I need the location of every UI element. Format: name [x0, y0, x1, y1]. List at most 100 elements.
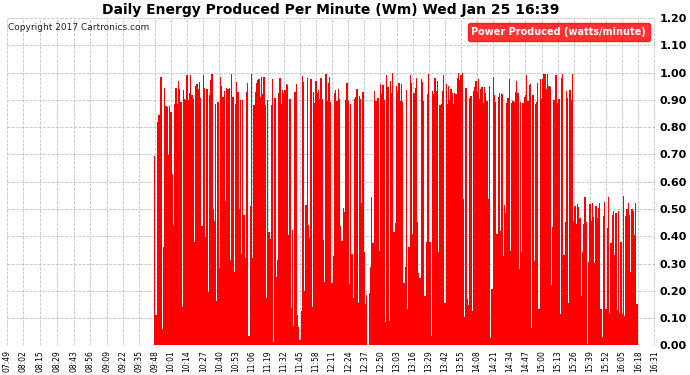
Bar: [536, 102, 538, 345]
Bar: [547, 74, 549, 345]
Bar: [278, 93, 279, 345]
Bar: [597, 218, 598, 345]
Bar: [328, 83, 329, 345]
Bar: [351, 254, 353, 345]
Bar: [233, 97, 234, 345]
Bar: [323, 240, 324, 345]
Bar: [627, 209, 628, 345]
Bar: [206, 89, 208, 345]
Text: Copyright 2017 Cartronics.com: Copyright 2017 Cartronics.com: [8, 23, 149, 32]
Bar: [289, 99, 290, 345]
Bar: [194, 242, 195, 345]
Bar: [318, 90, 319, 345]
Bar: [259, 97, 261, 345]
Bar: [542, 79, 544, 345]
Bar: [183, 90, 184, 345]
Bar: [520, 102, 521, 345]
Bar: [549, 86, 550, 345]
Bar: [242, 100, 244, 345]
Bar: [390, 81, 391, 345]
Bar: [516, 81, 518, 345]
Bar: [239, 209, 240, 345]
Bar: [221, 86, 222, 345]
Bar: [572, 74, 573, 345]
Bar: [465, 88, 466, 345]
Bar: [375, 101, 376, 345]
Bar: [324, 282, 325, 345]
Bar: [449, 99, 451, 345]
Bar: [215, 104, 216, 345]
Bar: [617, 309, 618, 345]
Bar: [580, 296, 582, 345]
Bar: [326, 101, 328, 345]
Bar: [623, 196, 624, 345]
Bar: [521, 252, 522, 345]
Bar: [252, 258, 253, 345]
Bar: [504, 205, 505, 345]
Bar: [177, 104, 178, 345]
Bar: [437, 81, 438, 345]
Bar: [164, 88, 166, 345]
Bar: [384, 100, 385, 345]
Bar: [255, 92, 256, 345]
Bar: [217, 102, 219, 345]
Bar: [228, 88, 230, 345]
Bar: [432, 91, 433, 345]
Bar: [267, 100, 268, 345]
Bar: [167, 107, 168, 345]
Bar: [302, 76, 303, 345]
Bar: [486, 100, 488, 345]
Bar: [354, 99, 355, 345]
Bar: [306, 205, 307, 345]
Bar: [286, 84, 287, 345]
Bar: [615, 213, 617, 345]
Bar: [607, 228, 608, 345]
Bar: [159, 115, 161, 345]
Bar: [368, 293, 370, 345]
Bar: [166, 106, 167, 345]
Bar: [268, 231, 270, 345]
Bar: [603, 216, 604, 345]
Bar: [462, 73, 463, 345]
Bar: [343, 209, 344, 345]
Bar: [364, 252, 365, 345]
Bar: [282, 90, 283, 345]
Bar: [292, 230, 293, 345]
Bar: [362, 92, 364, 345]
Bar: [220, 77, 221, 345]
Bar: [179, 89, 180, 345]
Bar: [197, 89, 199, 345]
Bar: [208, 292, 209, 345]
Bar: [356, 89, 357, 345]
Bar: [193, 99, 194, 345]
Bar: [431, 336, 432, 345]
Bar: [169, 106, 170, 345]
Bar: [281, 104, 282, 345]
Bar: [173, 225, 174, 345]
Bar: [397, 91, 398, 345]
Bar: [253, 105, 255, 345]
Bar: [331, 284, 333, 345]
Bar: [453, 104, 454, 345]
Bar: [458, 73, 459, 345]
Bar: [391, 93, 392, 345]
Bar: [186, 75, 188, 345]
Bar: [620, 242, 622, 345]
Legend: Power Produced (watts/minute): Power Produced (watts/minute): [468, 23, 650, 40]
Bar: [357, 303, 359, 345]
Bar: [571, 100, 572, 345]
Bar: [560, 314, 561, 345]
Bar: [420, 278, 421, 345]
Bar: [264, 105, 266, 345]
Bar: [608, 196, 609, 345]
Bar: [611, 214, 613, 345]
Bar: [201, 226, 203, 345]
Bar: [468, 305, 469, 345]
Bar: [337, 88, 339, 345]
Bar: [564, 222, 566, 345]
Bar: [574, 206, 575, 345]
Bar: [246, 92, 247, 345]
Bar: [301, 311, 302, 345]
Bar: [509, 79, 510, 345]
Bar: [266, 298, 267, 345]
